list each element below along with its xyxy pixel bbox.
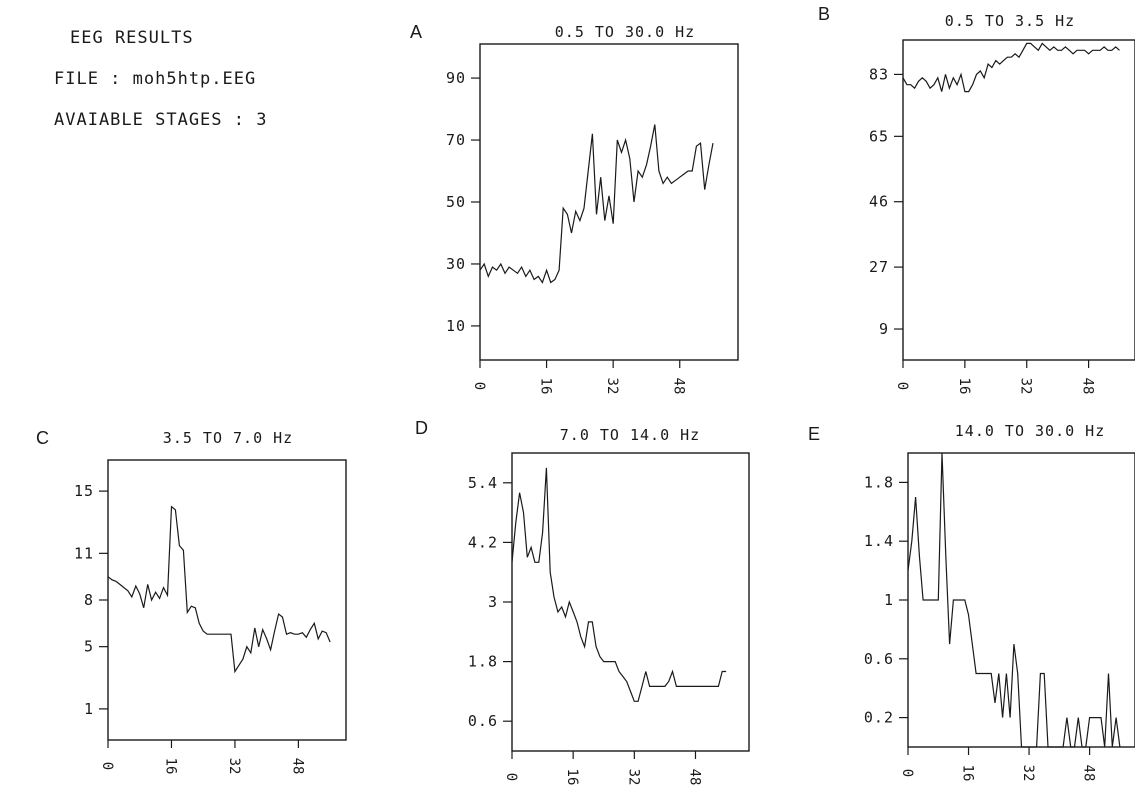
y-tick-label: 0.2	[864, 709, 894, 727]
y-tick-label: 4.2	[468, 533, 498, 551]
y-tick-label: 15	[74, 482, 94, 500]
y-tick-label: 10	[446, 317, 466, 335]
panel-title: 7.0 TO 14.0 Hz	[560, 426, 700, 444]
y-tick-label: 5.4	[468, 474, 498, 492]
chart-panel-b: B 0.5 TO 3.5 Hz 9 27 46 65 83 0 16 32 48	[818, 4, 1135, 394]
panel-label: A	[410, 22, 422, 42]
y-tick-label: 8	[84, 591, 94, 609]
x-tick-label: 32	[1020, 765, 1036, 782]
chart-panel-a: A 0.5 TO 30.0 Hz 10 30 50 70 90 0 16 32 48	[410, 22, 739, 395]
x-tick-label: 32	[1018, 378, 1034, 395]
panel-title: 3.5 TO 7.0 Hz	[163, 429, 293, 447]
series-line	[479, 124, 714, 284]
y-tick-label: 1.4	[864, 532, 894, 550]
plot-frame	[907, 452, 1135, 748]
y-tick-label: 1	[884, 591, 894, 609]
x-tick-label: 0	[894, 382, 910, 390]
chart-panel-d: D 7.0 TO 14.0 Hz 0.6 1.8 3 4.2 5.4 0 16 32 48	[415, 418, 750, 786]
panel-label: D	[415, 418, 428, 438]
x-tick-label: 48	[1081, 765, 1097, 782]
x-tick-label: 32	[604, 378, 620, 395]
y-tick-label: 11	[74, 544, 94, 562]
x-tick-label: 32	[625, 769, 641, 786]
results-title: EEG RESULTS	[70, 28, 194, 48]
x-tick-label: 16	[564, 769, 580, 786]
x-tick-label: 16	[538, 378, 554, 395]
x-tick-label: 48	[671, 378, 687, 395]
panel-label: B	[818, 4, 830, 24]
x-tick-label: 48	[289, 758, 305, 775]
y-tick-label: 3	[488, 593, 498, 611]
x-tick-label: 16	[956, 378, 972, 395]
y-tick-label: 50	[446, 193, 466, 211]
y-tick-label: 90	[446, 69, 466, 87]
plot-frame	[902, 39, 1135, 361]
file-name-line: FILE : moh5htp.EEG	[54, 69, 257, 89]
y-tick-label: 65	[869, 127, 889, 145]
y-tick-label: 9	[879, 320, 889, 338]
x-tick-label: 48	[1080, 378, 1096, 395]
x-tick-label: 0	[99, 762, 115, 770]
y-tick-label: 1.8	[468, 653, 498, 671]
y-tick-label: 0.6	[468, 712, 498, 730]
x-tick-label: 0	[471, 382, 487, 390]
panel-label: C	[36, 428, 49, 448]
panel-title: 0.5 TO 30.0 Hz	[555, 23, 695, 41]
y-tick-label: 70	[446, 131, 466, 149]
panel-title: 0.5 TO 3.5 Hz	[945, 12, 1075, 30]
plot-frame	[479, 43, 739, 361]
y-tick-label: 1	[84, 700, 94, 718]
x-tick-label: 48	[686, 769, 702, 786]
y-tick-label: 83	[869, 65, 889, 83]
y-tick-label: 1.8	[864, 473, 894, 491]
y-tick-label: 30	[446, 255, 466, 273]
plot-frame	[107, 459, 347, 741]
x-tick-label: 32	[226, 758, 242, 775]
x-tick-label: 16	[162, 758, 178, 775]
x-tick-label: 16	[960, 765, 976, 782]
y-tick-label: 5	[84, 638, 94, 656]
panel-label: E	[808, 424, 820, 444]
available-stages-line: AVAIABLE STAGES : 3	[54, 110, 268, 130]
x-tick-label: 0	[899, 769, 915, 777]
chart-panel-e: E 14.0 TO 30.0 Hz 0.2 0.6 1 1.4 1.8 0 16 32 48	[808, 422, 1135, 781]
series-line	[107, 505, 331, 674]
y-tick-label: 0.6	[864, 650, 894, 668]
panel-title: 14.0 TO 30.0 Hz	[955, 422, 1105, 440]
series-line	[511, 467, 727, 702]
y-tick-label: 46	[869, 193, 889, 211]
series-line	[907, 452, 1121, 748]
series-line	[902, 42, 1120, 93]
y-tick-label: 27	[869, 258, 889, 276]
x-tick-label: 0	[503, 773, 519, 781]
